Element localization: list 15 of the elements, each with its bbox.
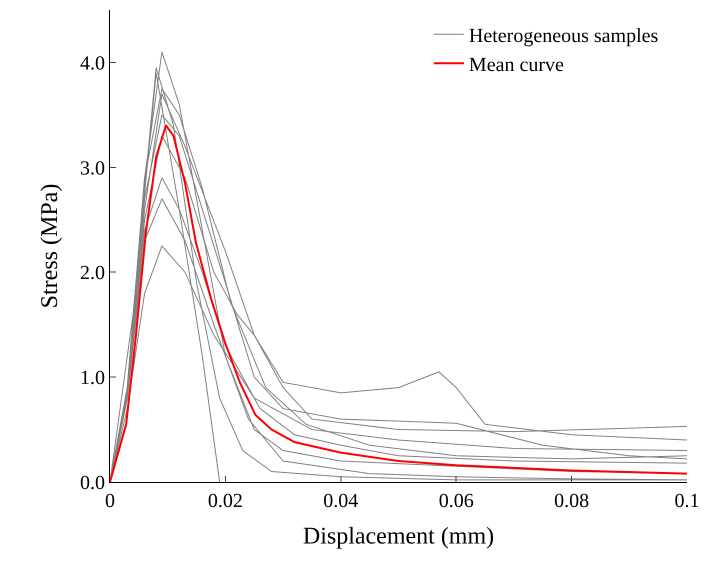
y-tick-label: 4.0 <box>80 52 105 74</box>
y-axis-title: Stress (MPa) <box>37 184 64 308</box>
y-tick-label: 3.0 <box>80 157 105 180</box>
y-tick-label: 2.0 <box>80 262 105 284</box>
y-tick-label: 0.0 <box>80 472 105 494</box>
x-tick-label: 0.1 <box>674 490 700 512</box>
legend-label: Mean curve <box>468 54 564 76</box>
x-tick-label: 0.06 <box>438 490 474 512</box>
x-tick-label: 0.02 <box>208 490 243 512</box>
y-tick-label: 1.0 <box>80 367 105 390</box>
x-axis-title: Displacement (mm) <box>302 523 494 550</box>
x-tick-label: 0.04 <box>323 490 358 512</box>
x-tick-label: 0.08 <box>554 490 590 512</box>
x-tick-label: 0 <box>105 490 115 512</box>
legend-label: Heterogeneous samples <box>468 25 659 48</box>
